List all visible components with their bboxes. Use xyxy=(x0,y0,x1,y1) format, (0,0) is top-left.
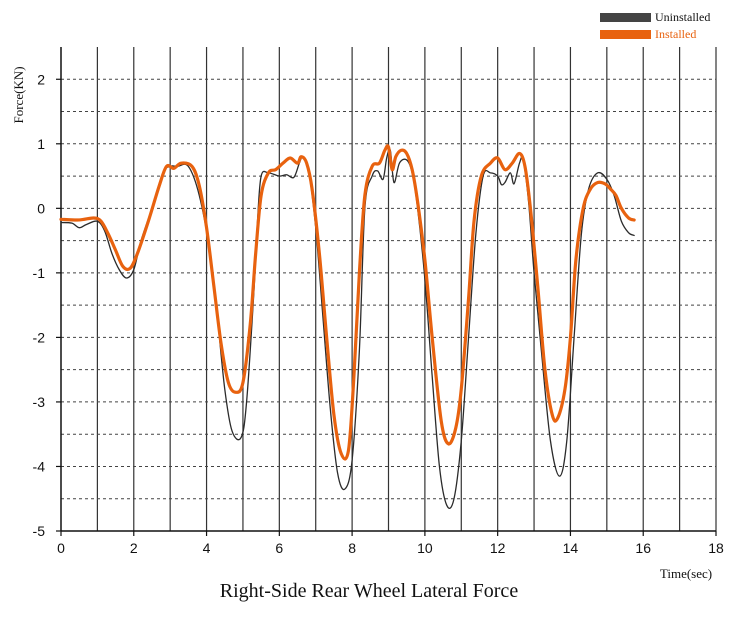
x-tick-label: 16 xyxy=(635,540,651,556)
legend-label-uninstalled: Uninstalled xyxy=(655,10,710,24)
legend-label-installed: Installed xyxy=(655,27,696,41)
x-tick-label: 12 xyxy=(490,540,506,556)
x-axis-label: Time(sec) xyxy=(660,566,712,581)
x-tick-label: 6 xyxy=(275,540,283,556)
x-tick-label: 2 xyxy=(130,540,138,556)
series-line-uninstalled xyxy=(60,148,635,509)
y-tick-label: -3 xyxy=(33,394,46,410)
y-tick-label: 1 xyxy=(37,136,45,152)
chart-title: Right-Side Rear Wheel Lateral Force xyxy=(220,580,519,602)
y-axis-label: Force(KN) xyxy=(11,66,26,123)
x-tick-label: 0 xyxy=(57,540,65,556)
series-line-installed xyxy=(59,144,636,461)
x-tick-label: 14 xyxy=(563,540,579,556)
legend: Uninstalled Installed xyxy=(600,10,710,41)
x-tick-label: 8 xyxy=(348,540,356,556)
axes: 210-1-2-3-4-50 2 4 6 8 10 12 14 16 18 xyxy=(33,47,724,556)
y-tick-label: -4 xyxy=(33,458,46,474)
x-tick-label: 18 xyxy=(708,540,724,556)
grid xyxy=(61,47,717,531)
legend-swatch-installed xyxy=(600,30,651,39)
y-tick-label: -2 xyxy=(33,329,46,345)
y-tick-label: -1 xyxy=(33,265,46,281)
y-tick-label: 2 xyxy=(37,71,45,87)
y-tick-label: 0 xyxy=(37,200,45,216)
legend-swatch-uninstalled xyxy=(600,13,651,22)
series-lines xyxy=(59,144,636,509)
x-tick-label: 10 xyxy=(417,540,433,556)
x-tick-label: 4 xyxy=(203,540,211,556)
y-tick-label: -5 xyxy=(33,523,46,539)
